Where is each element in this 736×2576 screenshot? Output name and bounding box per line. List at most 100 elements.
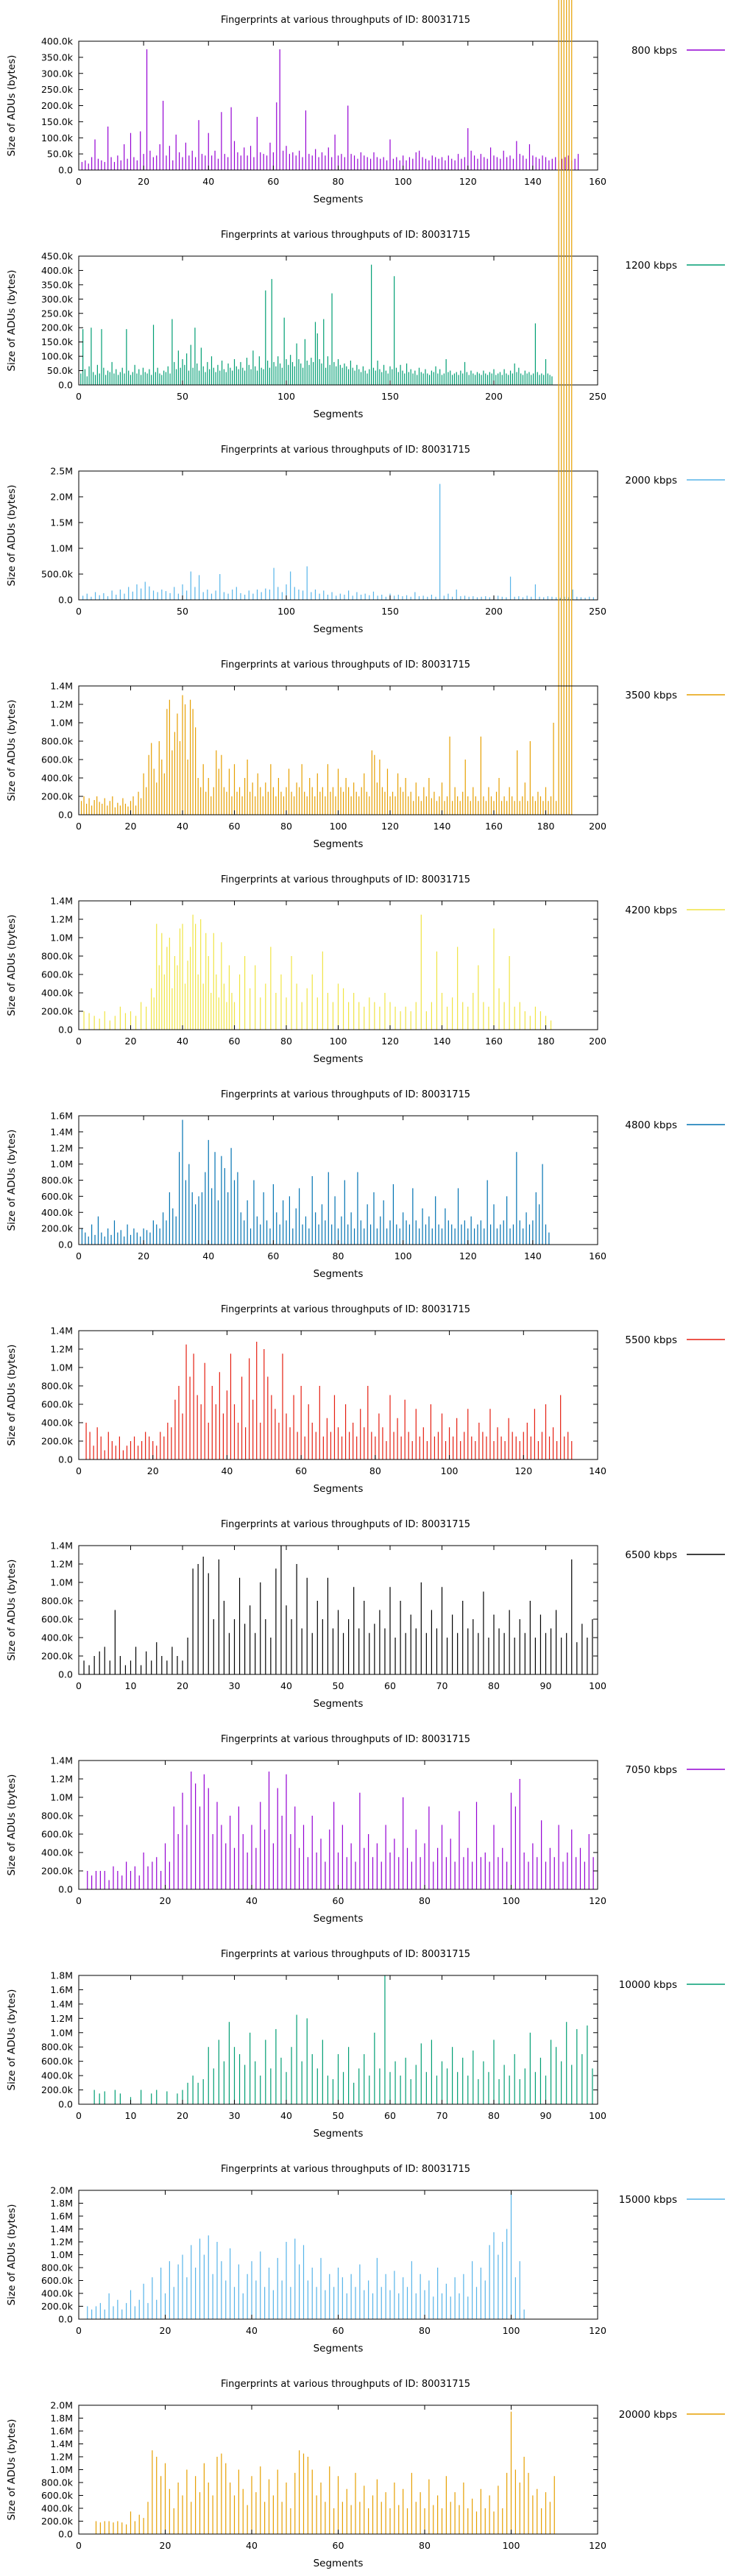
y-tick-label: 600.0k <box>41 1399 74 1410</box>
y-tick-label: 400.0k <box>41 1847 74 1858</box>
x-tick-label: 40 <box>246 2540 258 2551</box>
chart-title: Fingerprints at various throughputs of I… <box>221 1734 470 1745</box>
y-tick-label: 1.0M <box>50 1362 73 1373</box>
y-tick-label: 1.4M <box>50 1755 73 1766</box>
y-tick-label: 1.4M <box>50 1126 73 1137</box>
x-tick-label: 60 <box>229 821 241 832</box>
chart-title: Fingerprints at various throughputs of I… <box>221 1304 470 1315</box>
y-axis-label: Size of ADUs (bytes) <box>6 700 18 802</box>
y-tick-label: 800.0k <box>41 1381 74 1392</box>
y-tick-label: 800.0k <box>41 2042 74 2053</box>
y-tick-label: 1.0M <box>50 2249 73 2260</box>
y-tick-label: 400.0k <box>41 2288 74 2299</box>
x-axis-label: Segments <box>314 1698 364 1710</box>
y-tick-label: 1.2M <box>50 914 73 925</box>
x-tick-label: 120 <box>589 2540 606 2551</box>
x-tick-label: 40 <box>202 176 214 187</box>
y-tick-label: 1.2M <box>50 2237 73 2248</box>
y-tick-label: 1.0M <box>50 2464 73 2475</box>
x-tick-label: 0 <box>76 821 82 832</box>
y-axis-label: Size of ADUs (bytes) <box>6 1774 18 1876</box>
bar-series <box>87 1772 594 1889</box>
x-tick-label: 0 <box>76 1680 82 1691</box>
y-tick-label: 2.0M <box>50 492 73 503</box>
y-tick-label: 800.0k <box>41 736 74 747</box>
y-tick-label: 1.4M <box>50 1326 73 1337</box>
legend-label: 1200 kbps <box>625 260 677 272</box>
x-tick-label: 100 <box>277 606 295 617</box>
x-tick-label: 40 <box>246 1895 258 1906</box>
chart-title: Fingerprints at various throughputs of I… <box>221 15 470 26</box>
x-tick-label: 100 <box>441 1465 459 1476</box>
x-tick-label: 0 <box>76 606 82 617</box>
legend-label: 800 kbps <box>631 45 677 57</box>
x-tick-label: 80 <box>419 2325 431 2336</box>
chart-panel-11: Fingerprints at various throughputs of I… <box>6 2164 725 2354</box>
y-tick-label: 1.2M <box>50 1774 73 1785</box>
chart-title: Fingerprints at various throughputs of I… <box>221 230 470 241</box>
y-tick-label: 800.0k <box>41 2477 74 2488</box>
y-tick-label: 0.0 <box>58 1239 73 1250</box>
x-tick-label: 80 <box>333 176 344 187</box>
y-tick-label: 50.0k <box>47 149 74 160</box>
x-tick-label: 80 <box>488 1680 500 1691</box>
y-tick-label: 250.0k <box>41 84 74 95</box>
y-tick-label: 200.0k <box>41 2516 74 2527</box>
y-tick-label: 1.2M <box>50 1344 73 1355</box>
y-tick-label: 1.6M <box>50 2211 73 2222</box>
y-tick-label: 1.0M <box>50 2027 73 2038</box>
chart-panel-3: Fingerprints at various throughputs of I… <box>6 445 725 635</box>
x-tick-label: 0 <box>76 2325 82 2336</box>
chart-panel-8: Fingerprints at various throughputs of I… <box>6 1519 725 1710</box>
x-axis-label: Segments <box>314 2558 364 2569</box>
x-axis-label: Segments <box>314 1483 364 1495</box>
y-tick-label: 600.0k <box>41 754 74 765</box>
x-tick-label: 50 <box>177 391 188 402</box>
chart-title: Fingerprints at various throughputs of I… <box>221 445 470 456</box>
x-tick-label: 100 <box>394 1250 412 1262</box>
x-tick-label: 120 <box>459 176 477 187</box>
y-tick-label: 1.6M <box>50 2426 73 2437</box>
y-tick-label: 800.0k <box>41 1811 74 1822</box>
x-tick-label: 80 <box>488 2110 500 2121</box>
x-tick-label: 150 <box>381 606 399 617</box>
chart-panel-4: Fingerprints at various throughputs of I… <box>6 0 725 850</box>
plot-frame <box>78 1330 598 1460</box>
y-tick-label: 200.0k <box>41 100 74 111</box>
x-tick-label: 80 <box>419 1895 431 1906</box>
x-tick-label: 0 <box>76 391 82 402</box>
x-tick-label: 20 <box>160 2325 171 2336</box>
y-tick-label: 0.0 <box>58 1669 73 1680</box>
bar-series <box>83 914 552 1030</box>
x-axis-label: Segments <box>314 1268 364 1280</box>
legend-label: 10000 kbps <box>619 1979 677 1991</box>
x-tick-label: 100 <box>394 176 412 187</box>
y-tick-label: 200.0k <box>41 1436 74 1447</box>
x-tick-label: 0 <box>76 1895 82 1906</box>
y-tick-label: 1.0M <box>50 1158 73 1170</box>
y-axis-label: Size of ADUs (bytes) <box>6 1989 18 2091</box>
y-tick-label: 0.0 <box>58 2099 73 2110</box>
y-axis-label: Size of ADUs (bytes) <box>6 1560 18 1661</box>
y-axis-label: Size of ADUs (bytes) <box>6 2204 18 2306</box>
x-axis-label: Segments <box>314 838 364 850</box>
bar-series <box>85 1342 573 1459</box>
x-tick-label: 60 <box>384 1680 396 1691</box>
x-tick-label: 40 <box>280 2110 292 2121</box>
y-tick-label: 1.0M <box>50 933 73 944</box>
chart-panel-6: Fingerprints at various throughputs of I… <box>6 1089 725 1280</box>
y-tick-label: 1.2M <box>50 2452 73 2463</box>
x-tick-label: 90 <box>540 2110 552 2121</box>
x-tick-label: 140 <box>524 176 542 187</box>
y-axis-label: Size of ADUs (bytes) <box>6 1345 18 1446</box>
x-tick-label: 60 <box>267 176 279 187</box>
y-axis-label: Size of ADUs (bytes) <box>6 2419 18 2521</box>
bar-series <box>81 49 579 170</box>
x-tick-label: 70 <box>436 1680 448 1691</box>
y-tick-label: 200.0k <box>41 2301 74 2312</box>
x-axis-label: Segments <box>314 408 364 420</box>
y-tick-label: 1.5M <box>50 517 73 528</box>
y-tick-label: 200.0k <box>41 322 74 333</box>
x-tick-label: 40 <box>280 1680 292 1691</box>
y-tick-label: 200.0k <box>41 791 74 802</box>
